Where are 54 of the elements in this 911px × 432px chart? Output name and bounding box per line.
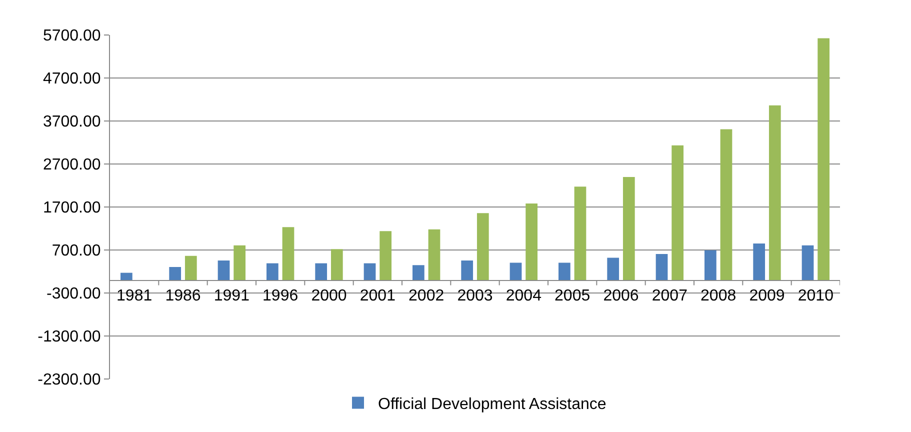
bar bbox=[510, 262, 522, 280]
bar bbox=[622, 176, 635, 280]
y-tick-label: -2300.00 bbox=[38, 372, 101, 389]
bar bbox=[461, 260, 474, 280]
y-tick-label: 4700.00 bbox=[42, 70, 101, 88]
bar bbox=[526, 204, 538, 280]
bar bbox=[315, 263, 328, 280]
y-tick-label: 2700.00 bbox=[42, 156, 101, 174]
bar bbox=[169, 266, 182, 280]
bar bbox=[282, 227, 294, 280]
bar bbox=[428, 229, 440, 280]
x-tick-label: 2000 bbox=[311, 287, 347, 304]
bar bbox=[768, 105, 781, 280]
bar bbox=[607, 258, 620, 280]
bar bbox=[234, 245, 246, 280]
bar bbox=[818, 38, 830, 280]
bar bbox=[266, 263, 278, 280]
y-tick-label: 3700.00 bbox=[42, 114, 101, 131]
y-tick-label: -300.00 bbox=[46, 286, 101, 303]
x-tick-label: 1981 bbox=[116, 287, 152, 304]
bar bbox=[364, 263, 376, 280]
y-tick-label: 1700.00 bbox=[42, 200, 101, 217]
y-tick-label: -1300.00 bbox=[38, 328, 101, 346]
x-tick-label: 2003 bbox=[457, 287, 493, 304]
x-tick-label: 2009 bbox=[749, 287, 785, 304]
x-tick-label: 1996 bbox=[262, 287, 298, 304]
x-tick-label: 2004 bbox=[506, 287, 542, 304]
x-tick-label: 2005 bbox=[554, 287, 590, 304]
bar bbox=[704, 250, 716, 280]
x-tick-label: 2001 bbox=[360, 287, 396, 304]
bar bbox=[184, 256, 197, 280]
bar bbox=[656, 254, 668, 280]
x-tick-label: 2007 bbox=[652, 287, 688, 304]
bar bbox=[330, 249, 343, 280]
bar bbox=[753, 244, 766, 280]
y-tick-label: 5700.00 bbox=[42, 28, 101, 45]
x-tick-label: 2006 bbox=[603, 287, 639, 304]
y-tick-label: 700.00 bbox=[52, 242, 101, 260]
bar bbox=[476, 213, 489, 280]
bar bbox=[218, 260, 230, 280]
bar bbox=[558, 262, 570, 280]
x-tick-label: 2008 bbox=[700, 287, 736, 304]
bar bbox=[720, 129, 732, 280]
bar bbox=[380, 231, 392, 280]
bar bbox=[574, 186, 586, 280]
bar bbox=[412, 265, 424, 280]
bar bbox=[672, 145, 684, 280]
x-tick-label: 1986 bbox=[165, 287, 201, 304]
x-tick-label: 2002 bbox=[408, 287, 444, 304]
bar bbox=[802, 245, 814, 280]
x-tick-label: 1991 bbox=[214, 287, 250, 304]
legend-label: Official Development Assistance bbox=[378, 396, 606, 414]
bar bbox=[120, 272, 132, 280]
x-tick-label: 2010 bbox=[798, 287, 834, 304]
